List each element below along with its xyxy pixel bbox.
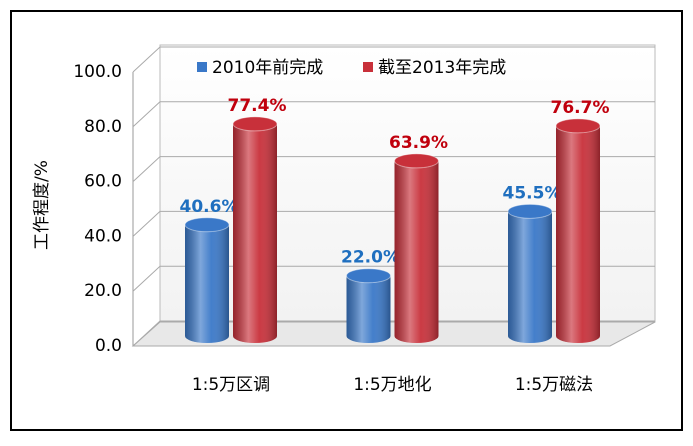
grid-line <box>132 265 655 292</box>
data-label: 76.7% <box>551 98 610 118</box>
grid-line <box>132 156 655 182</box>
y-tick-label: 40.0 <box>84 226 122 246</box>
bar-top <box>394 153 439 169</box>
grid-line <box>132 210 655 237</box>
x-tick-label: 1:5万区调 <box>192 375 270 395</box>
bar-shade <box>346 275 391 344</box>
grid-line <box>132 46 655 73</box>
grid-line <box>132 101 655 128</box>
data-label: 45.5% <box>503 183 562 203</box>
legend-label: 2010年前完成 <box>212 58 323 78</box>
y-tick-label: 100.0 <box>73 62 122 82</box>
x-tick-label: 1:5万地化 <box>353 375 431 395</box>
grid-line <box>132 320 655 347</box>
x-tick-label: 1:5万磁法 <box>515 375 593 395</box>
bar-shade <box>508 211 552 343</box>
legend-swatch <box>363 62 373 72</box>
bar-top <box>346 268 391 284</box>
bar-top <box>507 203 553 219</box>
bar-shade <box>185 224 229 343</box>
legend-swatch <box>197 62 207 72</box>
y-axis-label: 工作程度/% <box>32 160 52 250</box>
y-tick-label: 60.0 <box>84 172 122 192</box>
bar-shade <box>233 123 277 343</box>
bar-shade <box>394 160 439 344</box>
data-label: 40.6% <box>180 197 239 217</box>
bar-top <box>555 118 601 134</box>
data-label: 63.9% <box>389 133 448 153</box>
bar-shade <box>556 125 600 343</box>
bar-top <box>232 116 278 132</box>
data-label: 22.0% <box>341 248 400 268</box>
y-tick-label: 0.0 <box>95 336 122 356</box>
bar-top <box>184 217 230 233</box>
y-tick-label: 80.0 <box>84 117 122 137</box>
data-label: 77.4% <box>228 96 287 116</box>
y-tick-label: 20.0 <box>84 281 122 301</box>
legend-label: 截至2013年完成 <box>378 58 506 78</box>
